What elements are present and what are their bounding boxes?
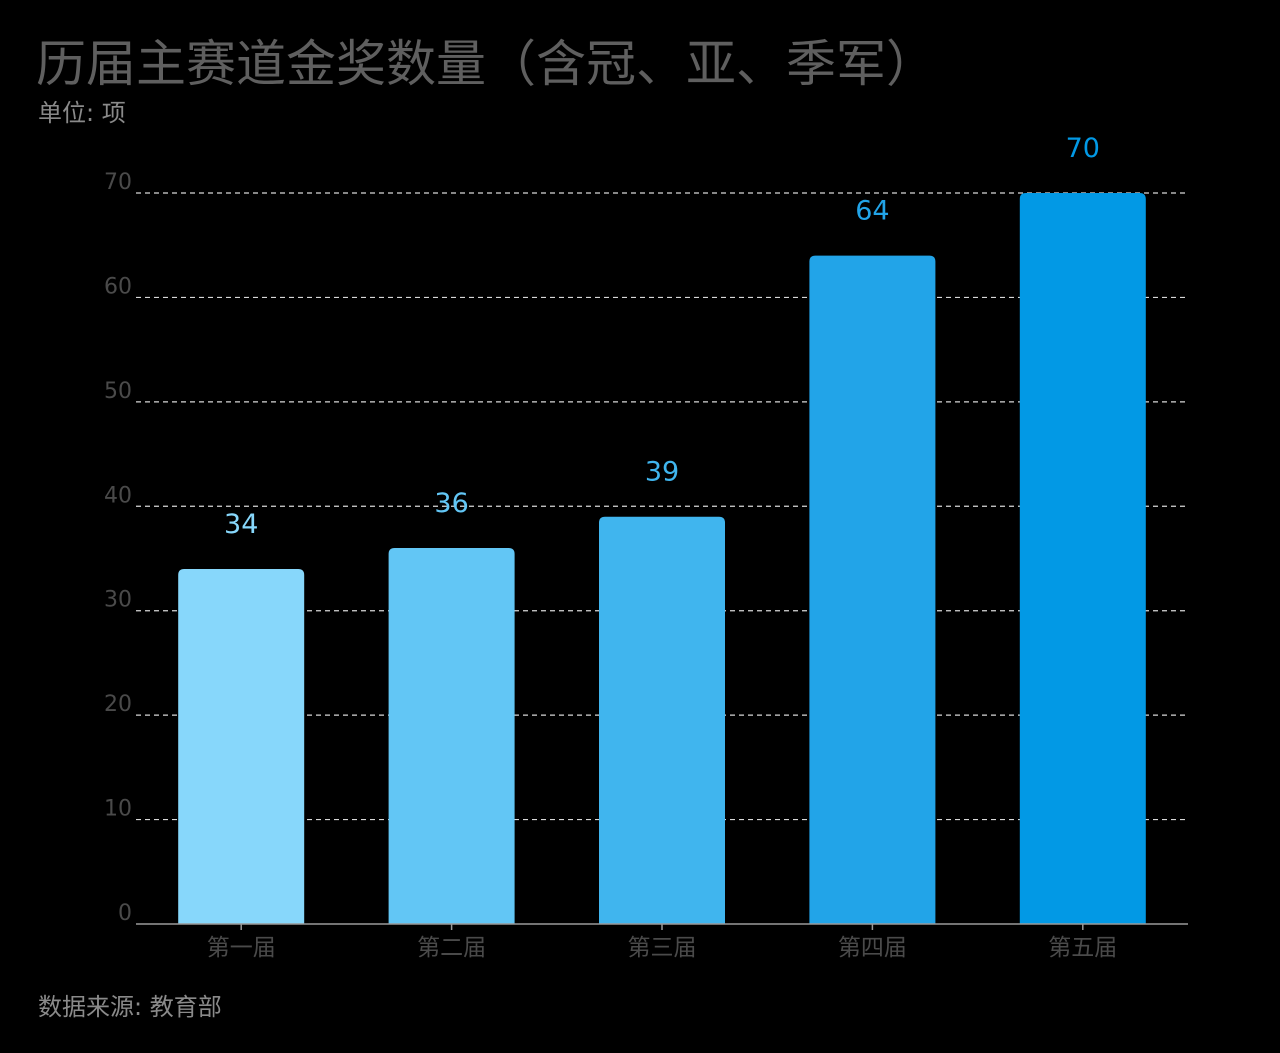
bar-4 (809, 255, 936, 924)
data-label-1: 34 (224, 509, 258, 540)
y-tick-label-50: 50 (104, 379, 132, 404)
y-tick-label-20: 20 (104, 692, 132, 717)
x-tick-label-5: 第五届 (1048, 935, 1117, 961)
unit-label: 单位: 项 (38, 99, 126, 127)
y-tick-label-10: 10 (104, 797, 132, 822)
x-tick-label-2: 第二届 (417, 935, 486, 961)
y-tick-label-60: 60 (104, 274, 132, 299)
data-source: 数据来源: 教育部 (38, 993, 222, 1021)
y-tick-label-0: 0 (118, 901, 132, 926)
data-label-5: 70 (1066, 133, 1100, 164)
data-label-4: 64 (855, 196, 889, 227)
bar-5 (1019, 193, 1146, 924)
data-label-2: 36 (434, 488, 468, 519)
bar-3 (599, 516, 725, 924)
y-tick-label-70: 70 (104, 170, 132, 195)
bar-1 (178, 568, 305, 924)
bar-2 (388, 548, 515, 924)
y-tick-label-40: 40 (104, 483, 132, 508)
x-tick-label-3: 第三届 (628, 935, 697, 961)
labels: 0 10 20 30 40 50 60 70 34 第一届 36 第二届 39 第三届 64 第四届 70 第五届 (104, 133, 1117, 961)
bars (178, 193, 1146, 924)
chart-title: 历届主赛道金奖数量（含冠、亚、季军） (36, 35, 936, 93)
x-tick-label-1: 第一届 (207, 935, 276, 961)
data-label-3: 39 (645, 457, 679, 488)
y-tick-label-30: 30 (104, 588, 132, 613)
x-axis (136, 923, 1188, 930)
x-tick-label-4: 第四届 (838, 935, 907, 961)
